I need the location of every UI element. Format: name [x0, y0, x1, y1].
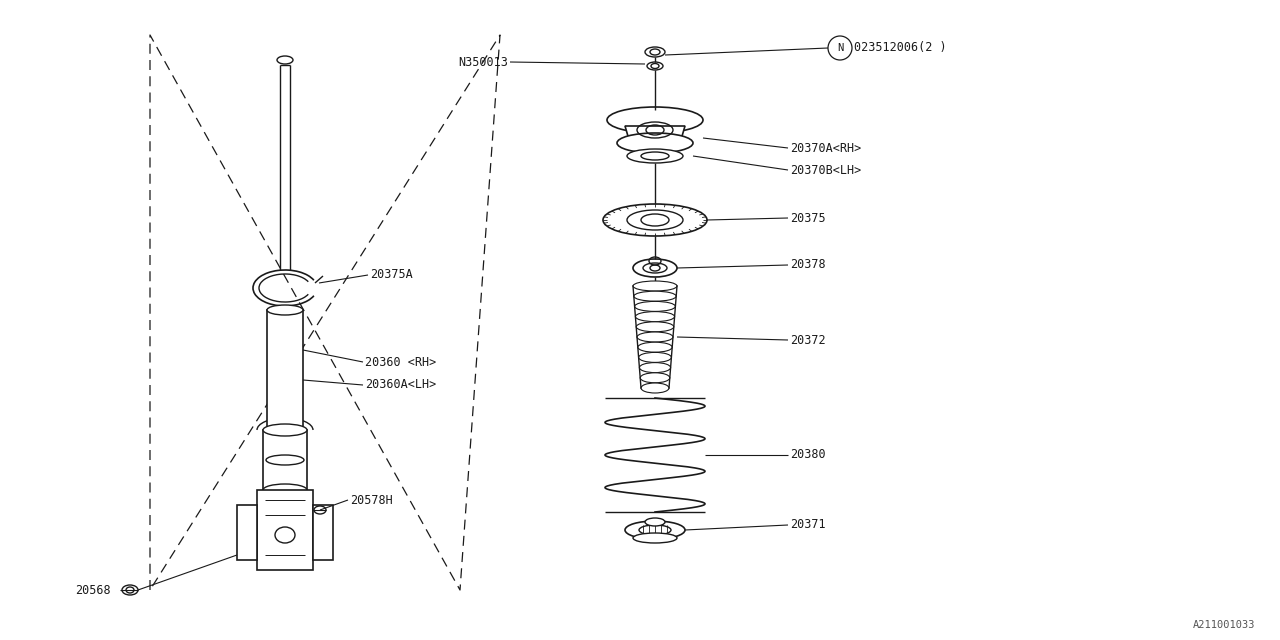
Ellipse shape	[634, 291, 676, 301]
Ellipse shape	[603, 204, 707, 236]
Ellipse shape	[607, 107, 703, 133]
Ellipse shape	[625, 521, 685, 539]
Ellipse shape	[645, 518, 666, 526]
Ellipse shape	[635, 301, 676, 312]
Polygon shape	[314, 505, 333, 560]
Text: 20378: 20378	[790, 259, 826, 271]
Ellipse shape	[636, 322, 673, 332]
Polygon shape	[237, 505, 257, 560]
Text: N350013: N350013	[458, 56, 508, 68]
Text: A211001033: A211001033	[1193, 620, 1254, 630]
Polygon shape	[625, 126, 685, 143]
Ellipse shape	[640, 372, 669, 383]
Ellipse shape	[635, 312, 675, 321]
Text: 20370A<RH>: 20370A<RH>	[790, 141, 861, 154]
Ellipse shape	[641, 383, 669, 393]
Ellipse shape	[637, 342, 672, 352]
Ellipse shape	[268, 434, 303, 446]
Ellipse shape	[122, 585, 138, 595]
Text: N: N	[837, 43, 844, 53]
Ellipse shape	[637, 332, 673, 342]
Text: 20578H: 20578H	[349, 493, 393, 506]
Ellipse shape	[617, 133, 692, 153]
Text: 20360 <RH>: 20360 <RH>	[365, 355, 436, 369]
Text: 20375A: 20375A	[370, 269, 412, 282]
Ellipse shape	[634, 533, 677, 543]
Text: 20380: 20380	[790, 449, 826, 461]
Ellipse shape	[627, 149, 684, 163]
Ellipse shape	[639, 353, 672, 362]
Ellipse shape	[634, 259, 677, 277]
Ellipse shape	[634, 281, 677, 291]
Text: 20375: 20375	[790, 211, 826, 225]
Polygon shape	[268, 310, 303, 440]
Ellipse shape	[268, 305, 303, 315]
Ellipse shape	[640, 363, 671, 372]
Text: 023512006(2 ): 023512006(2 )	[854, 42, 947, 54]
Text: 20360A<LH>: 20360A<LH>	[365, 378, 436, 392]
Text: 20371: 20371	[790, 518, 826, 531]
Text: 20372: 20372	[790, 333, 826, 346]
Ellipse shape	[262, 484, 307, 496]
Polygon shape	[257, 490, 314, 570]
Ellipse shape	[262, 424, 307, 436]
Text: 20370B<LH>: 20370B<LH>	[790, 163, 861, 177]
Polygon shape	[262, 430, 307, 490]
Text: 20568: 20568	[76, 584, 110, 596]
